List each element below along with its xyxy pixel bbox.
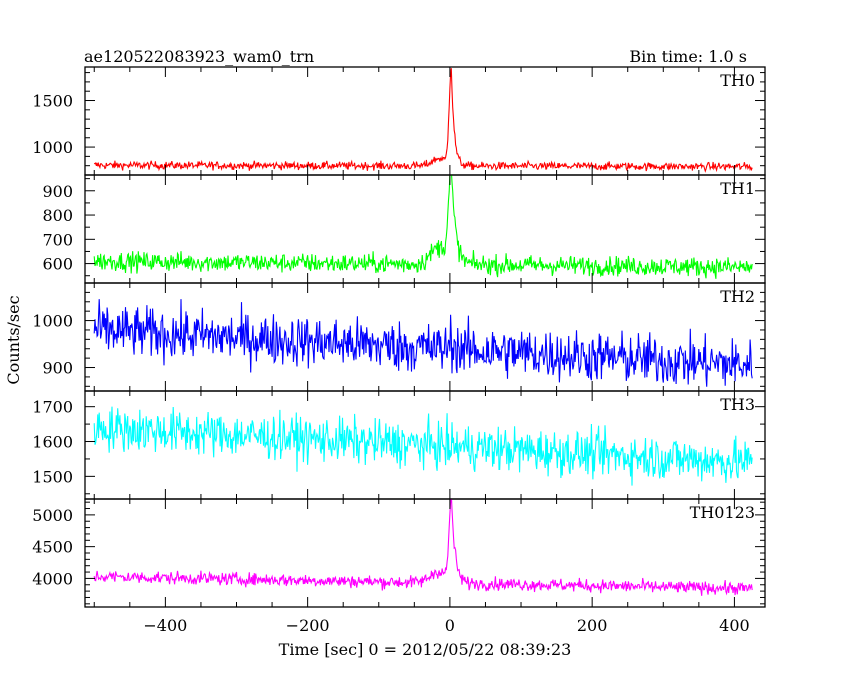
bin-time-label: Bin time: 1.0 s	[629, 47, 747, 66]
panel-frame	[84, 66, 766, 176]
x-axis-label: Time [sec] 0 = 2012/05/22 08:39:23	[279, 640, 572, 659]
x-tick-label: 400	[719, 616, 750, 635]
panels-group: 1000 1500 TH0 600 700 800 900 TH1 900 1000 TH2 1500…	[32, 66, 766, 635]
panel-label: TH1	[720, 179, 755, 198]
series-th0123	[93, 499, 753, 596]
y-tick-label: 4000	[32, 569, 73, 588]
y-tick-label: 1600	[32, 433, 73, 452]
y-axis-label: Counts/sec	[4, 295, 23, 384]
panel-th0123: 4000 4500 5000 TH0123	[32, 498, 766, 608]
y-tick-label: 1700	[32, 398, 73, 417]
x-tick-label: −200	[286, 616, 330, 635]
series-th0	[93, 68, 753, 173]
y-tick-label: 900	[42, 359, 73, 378]
y-tick-label: 1000	[32, 312, 73, 331]
chart-title: ae120522083923_wam0_trn	[84, 47, 314, 66]
panel-th1: 600 700 800 900 TH1	[42, 174, 766, 284]
y-tick-label: 1500	[32, 92, 73, 111]
panel-label: TH0123	[690, 503, 755, 522]
x-tick-label: −400	[143, 616, 187, 635]
y-tick-label: 4500	[32, 538, 73, 557]
y-tick-label: 1000	[32, 138, 73, 157]
x-tick-label: 200	[577, 616, 608, 635]
x-tick-label: 0	[445, 616, 455, 635]
panel-th0: 1000 1500 TH0	[32, 66, 766, 176]
panel-frame	[84, 498, 766, 608]
panel-label: TH2	[720, 287, 755, 306]
y-tick-label: 1500	[32, 467, 73, 486]
series-th2	[93, 299, 753, 387]
y-tick-label: 600	[42, 255, 73, 274]
panel-label: TH3	[720, 395, 755, 414]
panel-frame	[84, 390, 766, 500]
series-th1	[93, 175, 753, 279]
panel-label: TH0	[720, 71, 755, 90]
panel-th2: 900 1000 TH2	[32, 282, 766, 392]
y-tick-label: 900	[42, 182, 73, 201]
y-tick-label: 800	[42, 206, 73, 225]
y-tick-label: 5000	[32, 506, 73, 525]
series-th3	[93, 406, 753, 486]
y-tick-label: 700	[42, 230, 73, 249]
panel-th3: 1500 1600 1700 TH3	[32, 390, 766, 500]
